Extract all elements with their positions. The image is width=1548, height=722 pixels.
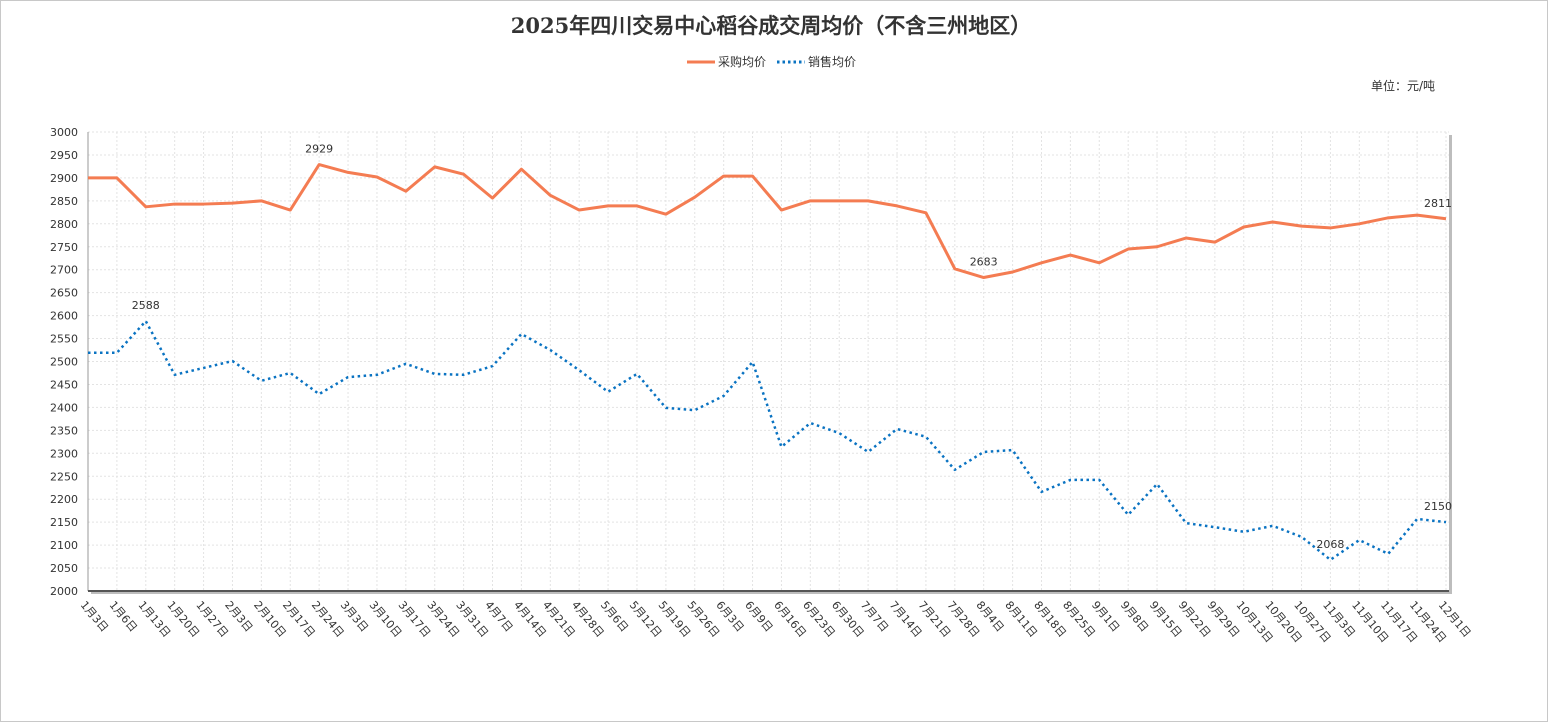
y-tick-label: 3000 (50, 126, 78, 139)
y-tick-label: 2950 (50, 149, 78, 162)
unit-label: 单位：元/吨 (1371, 78, 1435, 93)
y-tick-label: 2800 (50, 218, 78, 231)
plot-area: 2000 2050 2100 2150 2200 2250 2300 2350 2400 2450… (50, 126, 1473, 645)
data-label: 2068 (1316, 538, 1344, 551)
legend-label: 销售均价 (808, 54, 856, 69)
legend-label: 采购均价 (718, 54, 766, 69)
x-tick-label: 9月8日 (1118, 599, 1151, 635)
y-tick-label: 2450 (50, 378, 78, 391)
y-tick-label: 2600 (50, 310, 78, 323)
x-tick-label: 6月9日 (742, 599, 775, 635)
y-tick-label: 2400 (50, 401, 78, 414)
y-tick-label: 2700 (50, 264, 78, 277)
y-tick-label: 2500 (50, 356, 78, 369)
x-tick-label: 1月3日 (78, 599, 111, 635)
y-tick-label: 2000 (50, 585, 78, 598)
y-tick-label: 2300 (50, 447, 78, 460)
data-label: 2929 (305, 143, 333, 156)
y-tick-label: 2050 (50, 562, 78, 575)
y-tick-label: 2150 (50, 516, 78, 529)
y-tick-label: 2100 (50, 539, 78, 552)
series-line-purchase (88, 163, 1447, 280)
y-tick-label: 2900 (50, 172, 78, 185)
y-tick-label: 2200 (50, 493, 78, 506)
data-label: 2588 (132, 299, 160, 312)
legend: 采购均价 销售均价 (687, 54, 856, 69)
data-label: 2811 (1424, 197, 1452, 210)
series-line-sales (88, 319, 1447, 562)
y-tick-label: 2550 (50, 333, 78, 346)
data-label: 2683 (970, 256, 998, 269)
y-tick-label: 2750 (50, 241, 78, 254)
y-tick-label: 2850 (50, 195, 78, 208)
y-tick-label: 2650 (50, 287, 78, 300)
y-tick-label: 2350 (50, 424, 78, 437)
chart-title: 2025年四川交易中心稻谷成交周均价（不含三州地区） (511, 13, 1031, 38)
data-label: 2150 (1424, 500, 1452, 513)
x-tick-label: 1月6日 (107, 599, 140, 635)
y-tick-label: 2250 (50, 470, 78, 483)
